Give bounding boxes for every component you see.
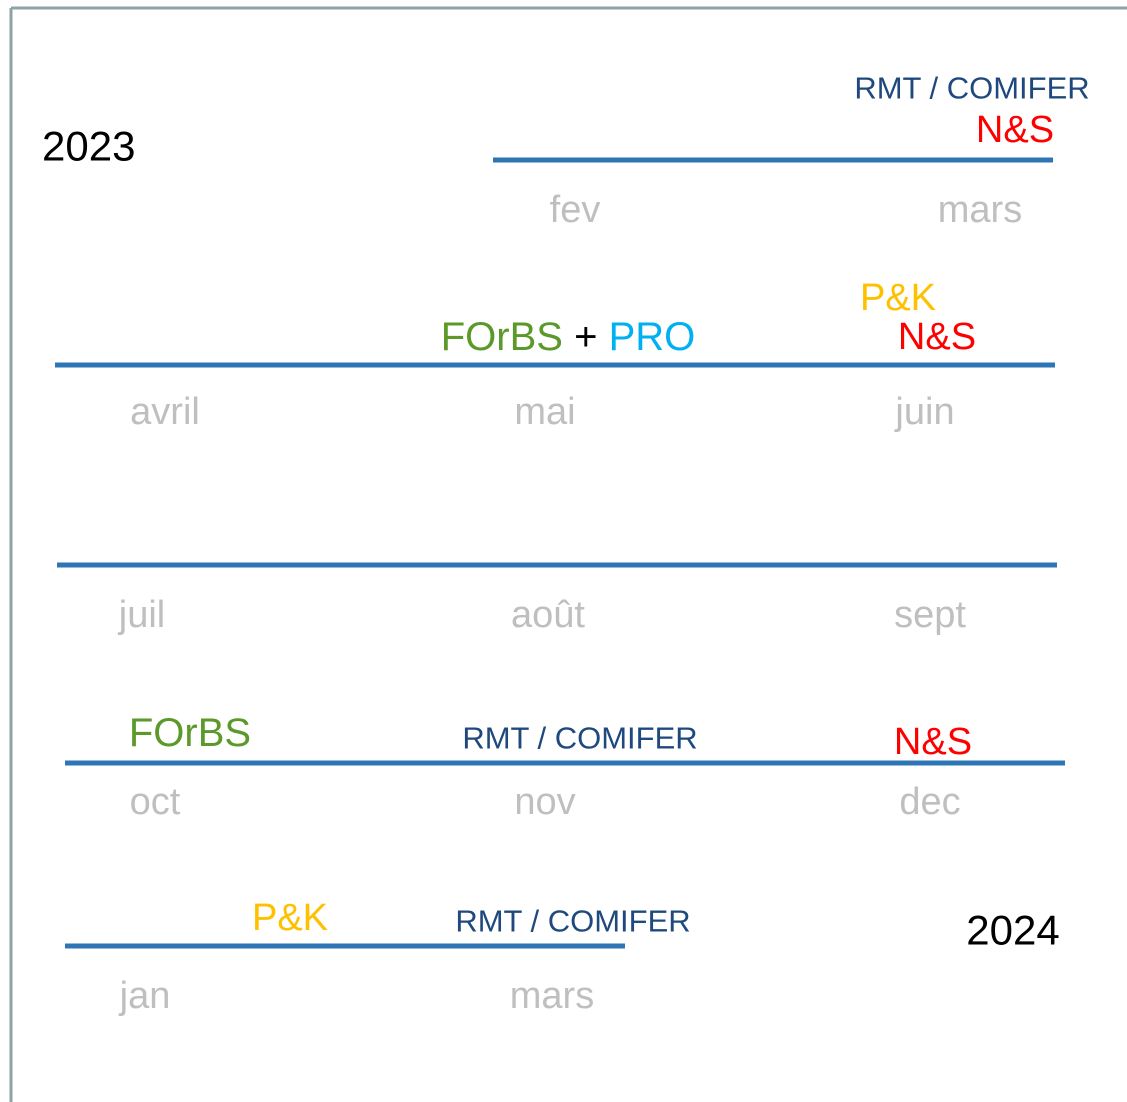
year-start: 2023 xyxy=(42,123,135,170)
month-label: mai xyxy=(514,391,575,433)
event-label: RMT / COMIFER xyxy=(455,904,690,939)
month-label: oct xyxy=(130,781,181,823)
month-label: juil xyxy=(118,594,165,636)
month-label: juin xyxy=(894,391,954,433)
month-label: dec xyxy=(899,781,960,823)
event-label: RMT / COMIFER xyxy=(854,71,1089,106)
month-label: fev xyxy=(550,189,601,231)
month-label: sept xyxy=(894,594,966,636)
event-label: N&S xyxy=(894,721,972,763)
month-label: nov xyxy=(514,781,575,823)
event-label: P&K xyxy=(252,897,328,939)
event-label: RMT / COMIFER xyxy=(462,721,697,756)
month-label: mars xyxy=(938,189,1022,231)
event-label: P&K xyxy=(860,277,936,319)
month-label: août xyxy=(511,594,585,636)
event-label: N&S xyxy=(898,316,976,358)
event-label: FOrBS xyxy=(129,711,251,755)
event-label: FOrBS xyxy=(441,315,563,359)
month-label: mars xyxy=(510,975,594,1017)
event-group: FOrBS + PRO xyxy=(441,315,696,359)
event-label: PRO xyxy=(609,315,696,359)
event-label: N&S xyxy=(976,109,1054,151)
month-label: jan xyxy=(119,975,171,1017)
year-end: 2024 xyxy=(966,907,1059,954)
plus-sign: + xyxy=(574,315,597,359)
month-label: avril xyxy=(130,391,200,433)
